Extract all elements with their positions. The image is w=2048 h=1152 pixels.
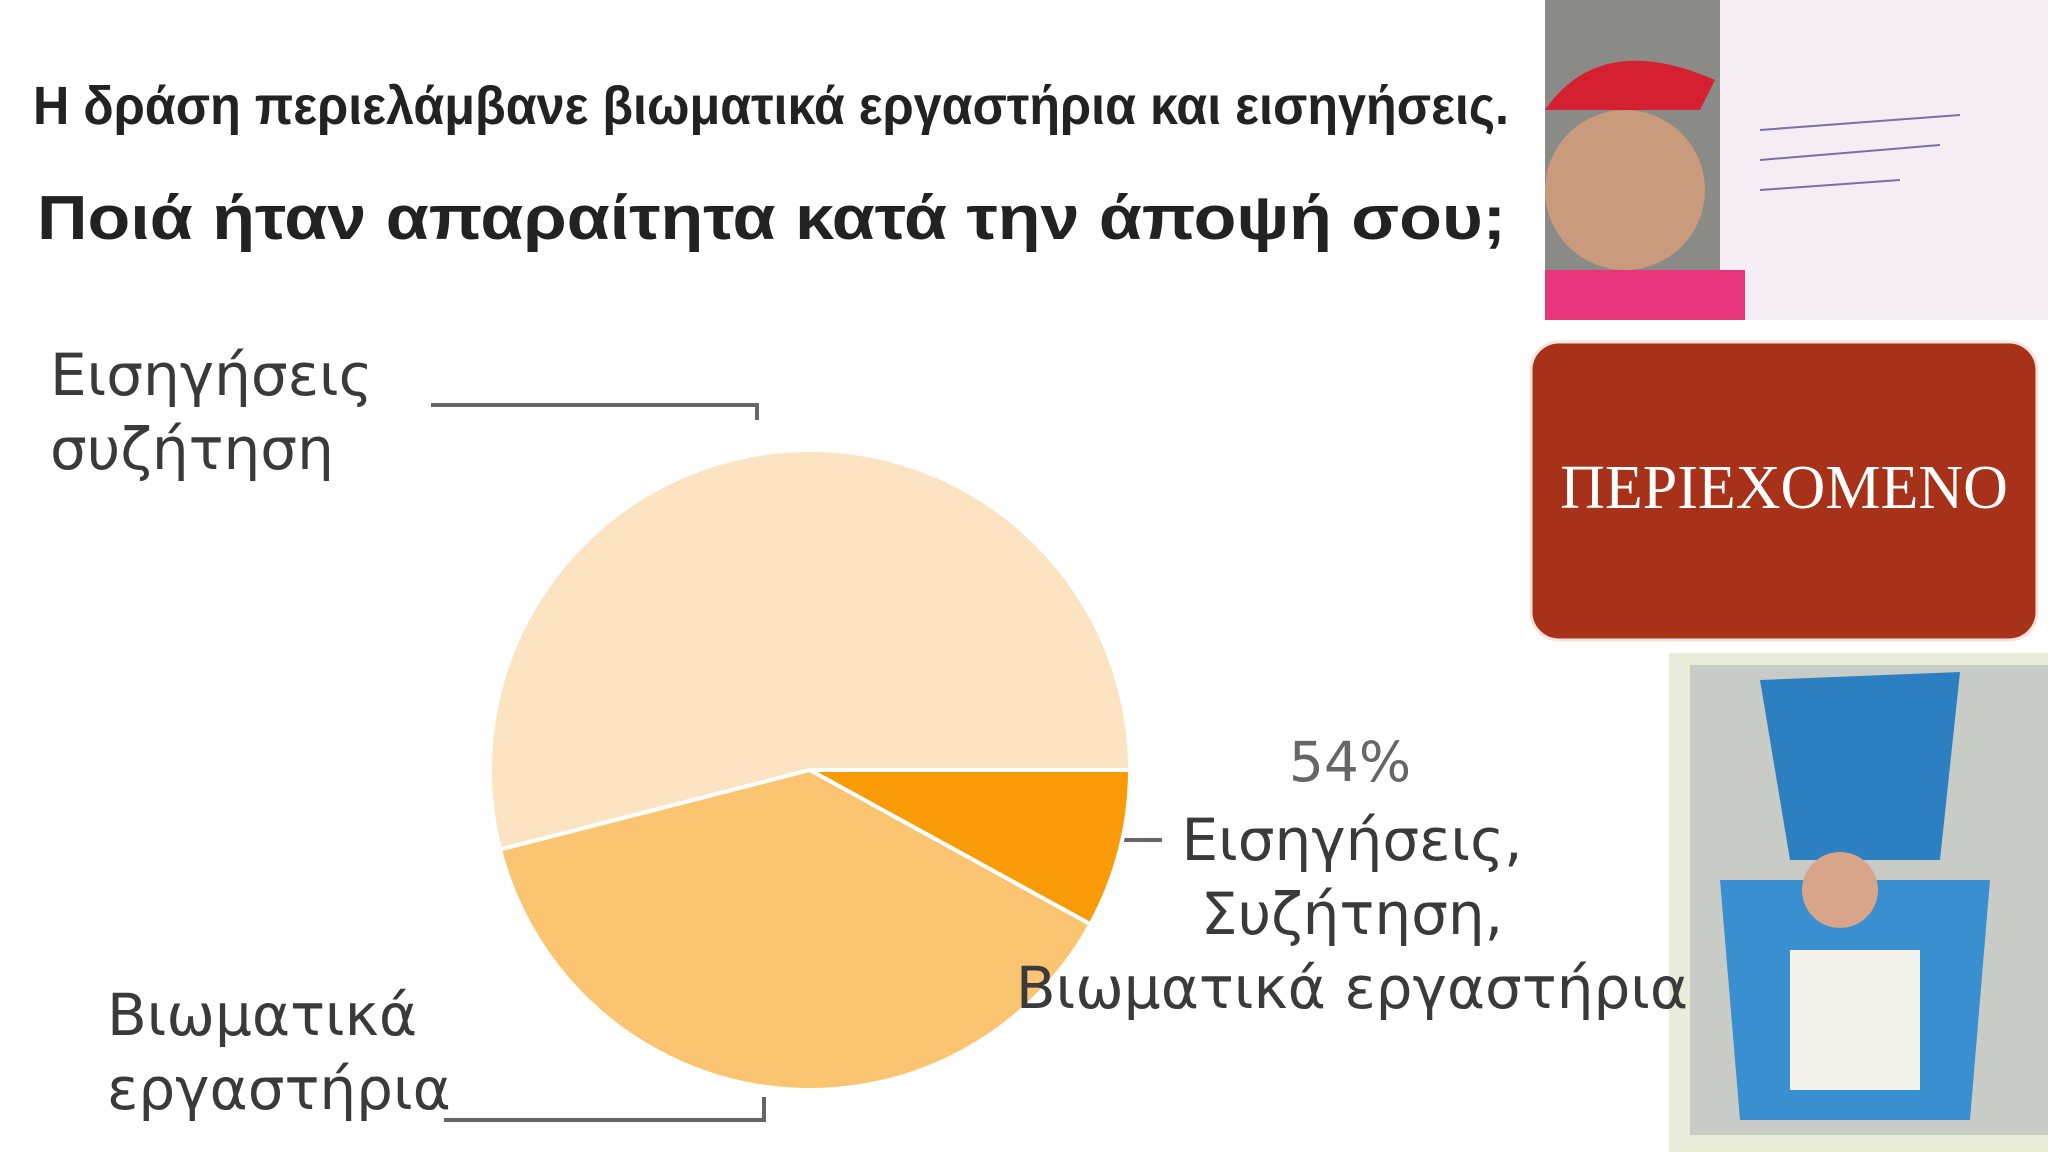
slice-label: Βιωματικά εργαστήρια bbox=[107, 981, 451, 1123]
pie-slice bbox=[497, 767, 1094, 1092]
pie-slice bbox=[488, 448, 1133, 853]
cap bbox=[1545, 60, 1715, 110]
bin-sticker bbox=[1790, 950, 1920, 1090]
bin-lid bbox=[1760, 672, 1960, 860]
face bbox=[1545, 110, 1705, 270]
question: Ποιά ήταν απαραίτητα κατά την άποψή σου; bbox=[37, 184, 1506, 253]
leader-line bbox=[431, 403, 759, 420]
content-button-label[interactable]: ΠΕΡΙΕΧΟΜΕΝΟ bbox=[1560, 454, 2008, 522]
leader-line bbox=[444, 1097, 766, 1122]
pie bbox=[488, 448, 1133, 1092]
slice-label: Εισηγήσεις, Συζήτηση, Βιωματικά εργαστήρ… bbox=[1015, 806, 1689, 1022]
writing bbox=[1759, 114, 1961, 191]
slice-label: Εισηγήσεις συζήτηση bbox=[50, 341, 373, 483]
heading: Η δράση περιελάμβανε βιωματικά εργαστήρι… bbox=[33, 76, 1509, 136]
photo-top bbox=[1545, 0, 2048, 320]
photo-bottom bbox=[1669, 653, 2048, 1152]
child-face bbox=[1802, 852, 1878, 928]
paper bbox=[1720, 0, 2048, 320]
pie-slice bbox=[809, 768, 1133, 927]
shirt bbox=[1545, 270, 1745, 320]
value-label: 54% bbox=[1288, 730, 1412, 794]
content-button[interactable] bbox=[1529, 340, 2039, 642]
